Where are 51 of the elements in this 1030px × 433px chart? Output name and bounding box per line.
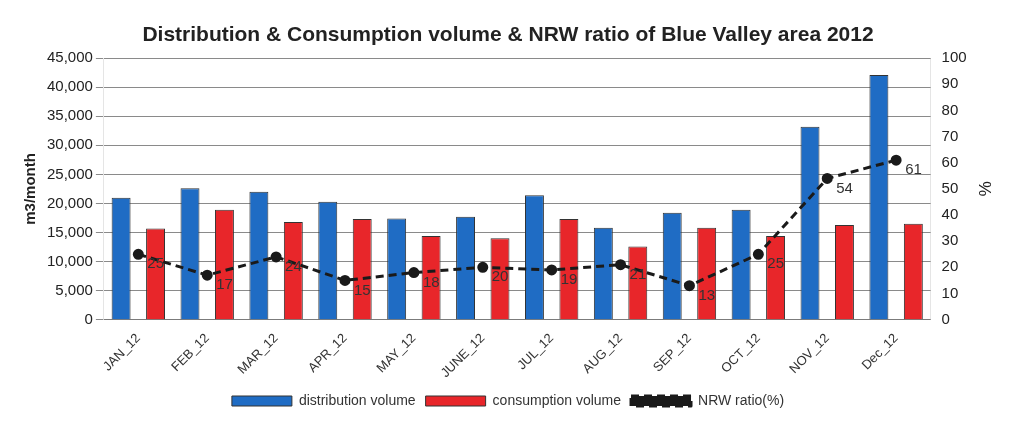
point [890, 154, 902, 166]
data-label: 18 [422, 272, 440, 290]
point [615, 259, 627, 271]
y-tick-label: 15,000 [46, 222, 93, 240]
y2-tick-label: 30 [941, 231, 959, 249]
y-tick-label: 25,000 [46, 164, 93, 182]
y-tick-label: 30,000 [46, 135, 93, 153]
y-tick-label: 0 [84, 309, 93, 327]
legend-label: NRW ratio(%) [698, 391, 785, 408]
data-label: 17 [216, 275, 233, 293]
point [546, 264, 558, 276]
legend-label: consumption volume [492, 391, 622, 408]
data-label: 25 [767, 254, 785, 272]
data-label: 24 [285, 257, 302, 275]
y2-tick-label: 70 [941, 126, 959, 144]
point [821, 172, 833, 184]
legend-label: distribution volume [298, 391, 416, 408]
y2-tick-label: 20 [941, 257, 959, 275]
y-tick-label: 20,000 [46, 193, 93, 211]
point [201, 269, 213, 281]
data-label: 61 [905, 160, 922, 178]
y-tick-label: 5,000 [55, 280, 93, 298]
point [477, 261, 489, 273]
point [752, 248, 764, 260]
data-label: 20 [491, 267, 509, 285]
y-tick-label: 35,000 [46, 106, 93, 124]
y2-tick-label: 90 [941, 74, 959, 92]
point [339, 274, 351, 286]
data-label: 21 [629, 264, 647, 282]
y-tick-label: 45,000 [46, 48, 93, 66]
y2-axis-title: % [975, 181, 995, 197]
data-label: 54 [836, 178, 853, 196]
y2-tick-label: 10 [941, 283, 959, 301]
data-label: 13 [698, 285, 716, 303]
y2-tick-label: 0 [941, 309, 950, 327]
point [683, 280, 695, 292]
y2-tick-label: 80 [941, 100, 959, 118]
y-tick-label: 10,000 [46, 251, 93, 269]
data-label: 15 [354, 280, 371, 298]
y-tick-label: 40,000 [46, 77, 93, 95]
y2-tick-label: 100 [941, 48, 967, 66]
point [132, 248, 144, 260]
y2-tick-label: 50 [941, 179, 959, 197]
y2-tick-label: 60 [941, 152, 959, 170]
y-axis-title: m3/month [21, 153, 39, 225]
data-label: 19 [560, 270, 578, 288]
data-label: 25 [147, 254, 165, 272]
chart-title: Distribution & Consumption volume & NRW ratio of Blue Valley area 2012 [142, 22, 874, 46]
y2-tick-label: 40 [941, 205, 959, 223]
point [270, 251, 282, 263]
point [408, 267, 420, 279]
